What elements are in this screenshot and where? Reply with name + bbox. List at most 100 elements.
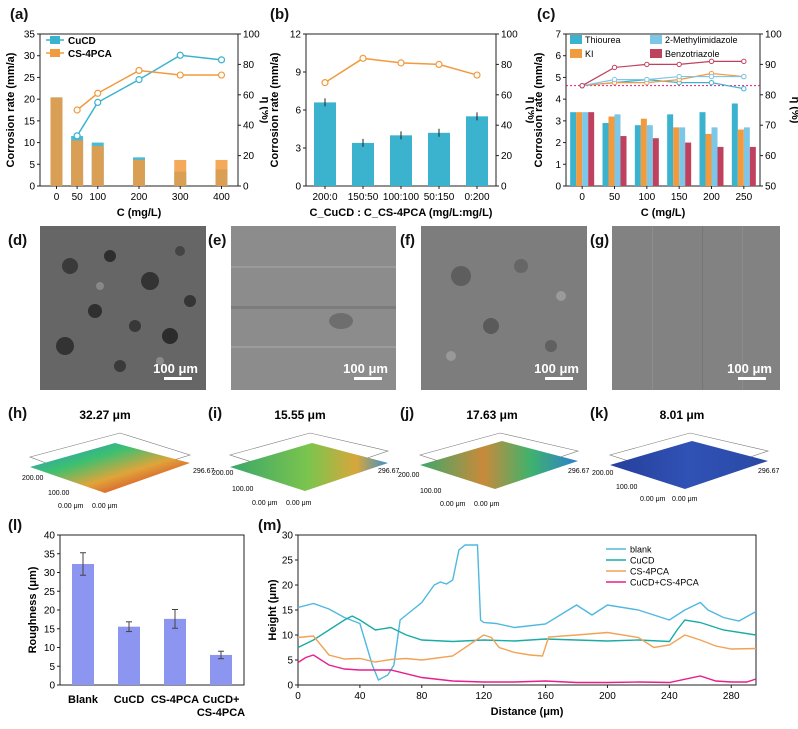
y2-tick-label: 60: [765, 151, 777, 162]
x-axis-label: C_CuCD : C_CS-4PCA (mg/L:mg/L): [310, 207, 493, 219]
x-tick-label: CS-4PCA: [197, 707, 245, 719]
x-tick-label: 280: [723, 691, 740, 702]
y-axis-label: Corrosion rate (mm/a): [269, 52, 281, 167]
y-axis-label: Corrosion rate (mm/a): [533, 52, 545, 167]
x-tick-label: CS-4PCA: [151, 694, 199, 706]
bar-KI: [640, 118, 647, 186]
eta-point: [579, 82, 585, 89]
legend-label: CS-4PCA: [68, 49, 112, 60]
eta-point: [73, 106, 81, 114]
bar-2-Methylimidazole: [614, 114, 621, 186]
bar: [428, 132, 450, 186]
eta-line-KI: [582, 72, 744, 87]
eta-point: [708, 73, 715, 80]
series-line-CuCD+CS-4PCA: [297, 654, 757, 684]
legend-label: blank: [630, 545, 652, 555]
bar-Benzotriazole: [717, 146, 724, 186]
eta-point: [176, 71, 184, 79]
bar-Thiourea: [602, 123, 609, 186]
y-tick-label: 12: [290, 30, 302, 41]
y-tick-label: 0: [295, 182, 301, 193]
surface-mesh: [610, 441, 768, 489]
eta-point: [644, 76, 650, 83]
bar-CS-4PCA: [91, 146, 104, 186]
y2-tick-label: 50: [765, 182, 777, 193]
y-tick-label: 5: [287, 656, 293, 667]
surface-x-label: 296.67: [193, 468, 215, 475]
chart-m: 0 5 10 15 20 25 30 Height (μm) 0 40 80 120 160 200 240…: [267, 531, 757, 718]
y-tick-label: 3: [555, 116, 561, 127]
plot-frame: [297, 534, 757, 686]
bar-Benzotriazole: [749, 146, 756, 186]
surface-3d-i: 15.55 μm 296.67 200.00 100.00 0.00 μm 0.…: [212, 408, 400, 507]
scale-bar-label: 100 μm: [534, 361, 579, 376]
bar-KI: [737, 129, 744, 186]
sem-image-g: 100 μm: [612, 226, 780, 390]
surface-3d-k: 8.01 μm 296.67 200.00 100.00 0.00 μm 0.0…: [592, 408, 780, 503]
legend-swatch: [650, 49, 662, 58]
bar: [72, 563, 94, 685]
y-tick-label: 5: [29, 160, 35, 171]
y-tick-label: 2: [555, 138, 561, 149]
panel-label-i: (i): [208, 405, 223, 422]
x-tick-label: 40: [354, 691, 366, 702]
legend-label: 2-Methylimidazole: [665, 35, 738, 45]
bar-Benzotriazole: [620, 136, 627, 186]
x-tick-label: 120: [475, 691, 492, 702]
y-tick-label: 6: [295, 106, 301, 117]
x-tick-label: 50: [72, 192, 84, 203]
eta-point: [176, 51, 184, 59]
eta-point: [397, 59, 405, 67]
legend-label: Benzotriazole: [665, 49, 720, 59]
chart-c: 0 1 2 3 4 5 6 7 Corrosion rate (mm/a) 50 60 70 80 90 1…: [533, 30, 798, 220]
y-axis-label: Height (μm): [267, 579, 279, 640]
legend-label: CS-4PCA: [630, 567, 669, 577]
x-tick-label: CuCD+: [203, 694, 240, 706]
x-tick-label: 100: [89, 192, 106, 203]
eta-point: [73, 132, 81, 140]
y2-tick-label: 40: [243, 121, 255, 132]
legend-swatch: [50, 36, 60, 44]
panel-label-l: (l): [8, 517, 23, 534]
eta-point: [94, 89, 102, 97]
bar-CS-4PCA: [133, 159, 145, 186]
bar-KI: [576, 112, 583, 186]
series-line-CS-4PCA: [297, 631, 757, 663]
panel-label-h: (h): [8, 405, 28, 422]
panel-label-c: (c): [537, 6, 556, 23]
series-line-CuCD: [297, 615, 757, 649]
y2-tick-label: 100: [243, 30, 260, 41]
surface-y-label: 200.00: [22, 475, 44, 482]
y-tick-label: 25: [282, 556, 294, 567]
x-axis-label: Distance (μm): [491, 706, 564, 718]
y-tick-label: 0: [287, 681, 293, 692]
y-tick-label: 20: [44, 606, 56, 617]
surface-y2-label: 100.00: [232, 486, 254, 493]
plot-frame: [565, 33, 761, 187]
sem-image-f: 100 μm: [421, 226, 587, 390]
bar-2-Methylimidazole: [646, 125, 653, 186]
eta-point: [708, 58, 715, 65]
y2-axis-label: η (%): [789, 97, 798, 124]
eta-point: [135, 66, 143, 75]
eta-point: [94, 98, 102, 107]
surface-y2-label: 100.00: [420, 488, 442, 495]
x-tick-label: 250: [735, 192, 752, 203]
eta-point: [321, 79, 329, 87]
y-tick-label: 10: [24, 138, 36, 149]
eta-point: [741, 86, 747, 92]
sem-texture-e: [231, 226, 396, 390]
eta-line-2-Methylimidazole: [582, 75, 744, 87]
x-axis-label: C (mg/L): [641, 207, 686, 219]
surface-y-label: 200.00: [592, 470, 614, 477]
series-line-blank: [297, 544, 757, 681]
sem-image-e: 100 μm: [231, 226, 396, 390]
y-tick-label: 0: [29, 182, 35, 193]
bar-2-Methylimidazole: [679, 127, 686, 186]
panel-label-j: (j): [400, 405, 415, 422]
surface-origin2-label: 0.00 μm: [474, 501, 500, 508]
surface-mesh: [30, 443, 190, 493]
x-tick-label: 0: [579, 192, 585, 203]
legend-label: CuCD: [630, 556, 655, 566]
surface-height-label: 17.63 μm: [466, 408, 517, 422]
